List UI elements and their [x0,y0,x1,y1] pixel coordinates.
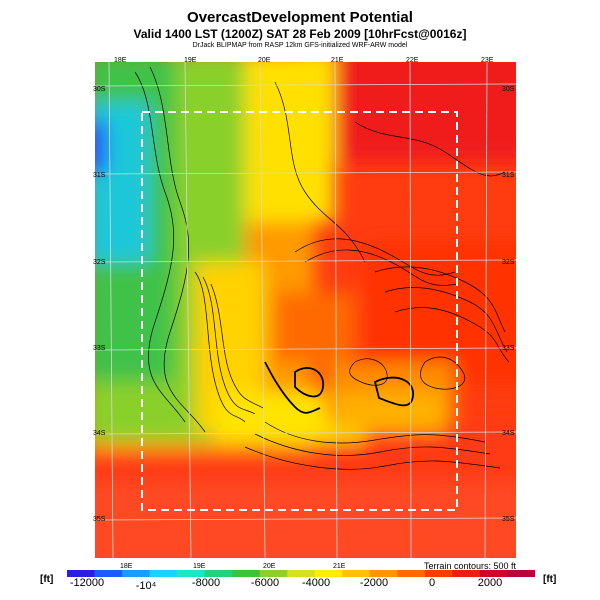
lon-label-top-3: 21E [331,57,344,64]
colorbar-swatch [149,570,178,577]
colorbar-swatch [122,570,151,577]
colorbar-swatch [507,570,535,577]
terrain-contours [134,66,510,470]
lon-label-top-5: 23E [481,57,494,64]
lat-label-right-0: 30S [502,86,515,93]
lat-label-left-5: 35S [93,516,106,523]
lat-label-right-1: 31S [502,172,515,179]
colorbar-tick-label: -6000 [250,577,280,589]
coastline [264,361,414,414]
lat-label-left-1: 31S [93,172,106,179]
lon-label-top-2: 20E [258,57,271,64]
model-credit-line: DrJack BLIPMAP from RASP 12km GFS-initia… [192,42,408,49]
lat-label-left-4: 34S [93,430,106,437]
colorbar-swatch [94,570,123,577]
colorbar-swatch [479,570,509,577]
lat-label-right-4: 34S [502,430,515,437]
graticule [95,62,516,558]
potential-color-field [95,62,516,558]
lon-label-bottom-2: 20E [263,563,276,570]
colorbar-swatch [259,570,288,577]
lon-label-top-4: 22E [406,57,419,64]
colorbar-tick-label: -10⁴ [135,580,157,592]
colorbar-swatch [67,570,96,577]
colorbar [67,570,535,577]
colorbar-swatch [369,570,398,577]
colorbar-tick-label: -2000 [359,577,389,589]
lat-label-left-0: 30S [93,86,106,93]
lat-label-left-2: 32S [93,259,106,266]
colorbar-tick-label: -8000 [191,577,221,589]
colorbar-swatch [342,570,371,577]
lon-label-top-1: 19E [184,57,197,64]
chart-title: OvercastDevelopment Potential [187,9,413,26]
colorbar-swatch [397,570,426,577]
colorbar-unit-left: [ft] [40,574,54,585]
colorbar-tick-label: 0 [428,577,436,589]
lat-label-left-3: 33S [93,345,106,352]
colorbar-swatch [452,570,481,577]
colorbar-swatch [424,570,454,577]
forecast-map [95,62,516,558]
colorbar-tick-label: -12000 [69,577,105,589]
lon-label-bottom-3: 21E [333,563,346,570]
colorbar-unit-right: [ft] [543,574,557,585]
lon-label-bottom-1: 19E [193,563,206,570]
colorbar-tick-label: -4000 [301,577,331,589]
lon-label-top-0: 18E [114,57,127,64]
lat-label-right-3: 33S [502,345,515,352]
lat-label-right-5: 35S [502,516,515,523]
inner-domain-box [141,111,458,511]
colorbar-swatch [177,570,206,577]
colorbar-tick-label: 2000 [477,577,503,589]
colorbar-swatch [232,570,261,577]
lon-label-bottom-0: 18E [120,563,133,570]
colorbar-swatch [287,570,316,577]
colorbar-swatch [314,570,343,577]
terrain-contours-note: Terrain contours: 500 ft [423,561,516,571]
lat-label-right-2: 32S [502,259,515,266]
colorbar-swatch [204,570,233,577]
valid-time-line: Valid 1400 LST (1200Z) SAT 28 Feb 2009 [… [133,27,467,41]
